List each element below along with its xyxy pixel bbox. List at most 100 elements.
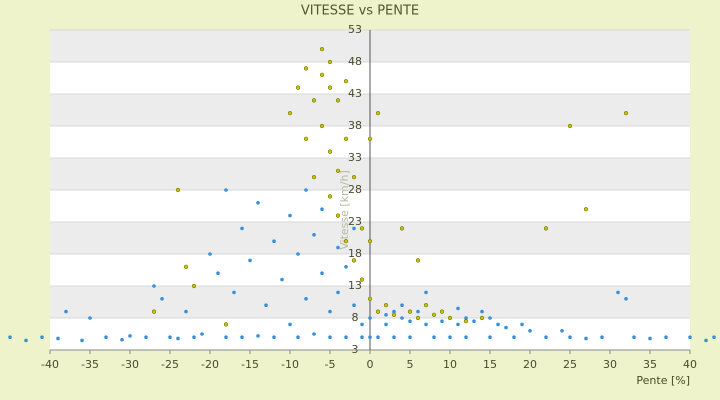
point (296, 252, 300, 256)
point (327, 194, 333, 199)
point (256, 201, 260, 205)
point (463, 319, 469, 324)
point (384, 322, 388, 327)
point (488, 335, 492, 340)
point (464, 316, 468, 320)
point (431, 312, 437, 317)
point (448, 335, 452, 340)
point (632, 335, 636, 340)
point (56, 336, 60, 341)
x-tick-label: -10 (281, 358, 299, 371)
point (295, 85, 301, 90)
point (432, 335, 436, 340)
point (287, 111, 293, 116)
point (120, 337, 124, 342)
point (400, 316, 404, 320)
point (335, 213, 341, 218)
point (104, 335, 108, 340)
point (304, 297, 308, 301)
y-tick-label: 48 (348, 55, 362, 68)
point (416, 309, 420, 314)
point (151, 309, 157, 314)
point (359, 226, 365, 231)
point (568, 335, 572, 340)
point (528, 329, 532, 333)
point (200, 332, 204, 336)
point (496, 322, 500, 327)
point (240, 335, 244, 340)
point (144, 335, 148, 340)
point (567, 123, 573, 129)
point (296, 335, 300, 340)
point (288, 322, 292, 327)
point (272, 239, 276, 243)
point (80, 338, 84, 343)
x-tick-label: -20 (201, 358, 219, 371)
point (408, 319, 412, 324)
point (88, 316, 92, 320)
point (360, 335, 364, 340)
point (168, 335, 172, 340)
point (280, 277, 284, 282)
point (192, 335, 196, 340)
point (375, 309, 381, 314)
point (319, 47, 325, 52)
point (415, 258, 421, 263)
point (216, 271, 220, 276)
point (256, 334, 260, 338)
point (344, 265, 348, 269)
point (304, 188, 308, 192)
point (232, 290, 236, 295)
point (303, 136, 309, 141)
point (400, 303, 404, 308)
point (664, 335, 668, 340)
point (472, 319, 476, 324)
point (288, 213, 292, 218)
point (312, 332, 316, 336)
y-tick-label: 13 (348, 279, 362, 292)
y-tick-label: 18 (348, 247, 362, 260)
point (648, 336, 652, 341)
point (352, 226, 356, 231)
point (128, 334, 132, 338)
point (399, 226, 405, 231)
point (248, 258, 252, 263)
point (328, 309, 332, 314)
point (456, 322, 460, 327)
point (343, 136, 349, 141)
point (311, 98, 317, 103)
point (616, 290, 620, 295)
point (351, 175, 357, 180)
x-tick-label: 30 (603, 358, 617, 371)
point (367, 239, 373, 244)
point (384, 313, 388, 317)
point (424, 322, 428, 327)
point (335, 168, 341, 173)
point (312, 233, 316, 237)
x-tick-label: 25 (563, 358, 577, 371)
point (423, 303, 429, 308)
x-tick-label: 20 (523, 358, 537, 371)
point (375, 111, 381, 116)
y-tick-label: 33 (348, 151, 362, 164)
point (8, 335, 12, 340)
point (480, 309, 484, 314)
point (344, 335, 348, 340)
point (359, 277, 365, 282)
point (424, 290, 428, 295)
x-tick-label: 35 (643, 358, 657, 371)
point (303, 66, 309, 71)
point (335, 98, 341, 103)
point (520, 322, 524, 327)
point (439, 309, 445, 314)
y-tick-label: 53 (348, 23, 362, 36)
point (543, 226, 549, 231)
y-tick-label: 8 (352, 311, 359, 324)
point (240, 226, 244, 231)
point (712, 335, 716, 340)
point (367, 296, 373, 301)
point (320, 271, 324, 276)
point (176, 336, 180, 341)
chart-title: VITESSE vs PENTE (301, 4, 419, 19)
point (544, 335, 548, 340)
